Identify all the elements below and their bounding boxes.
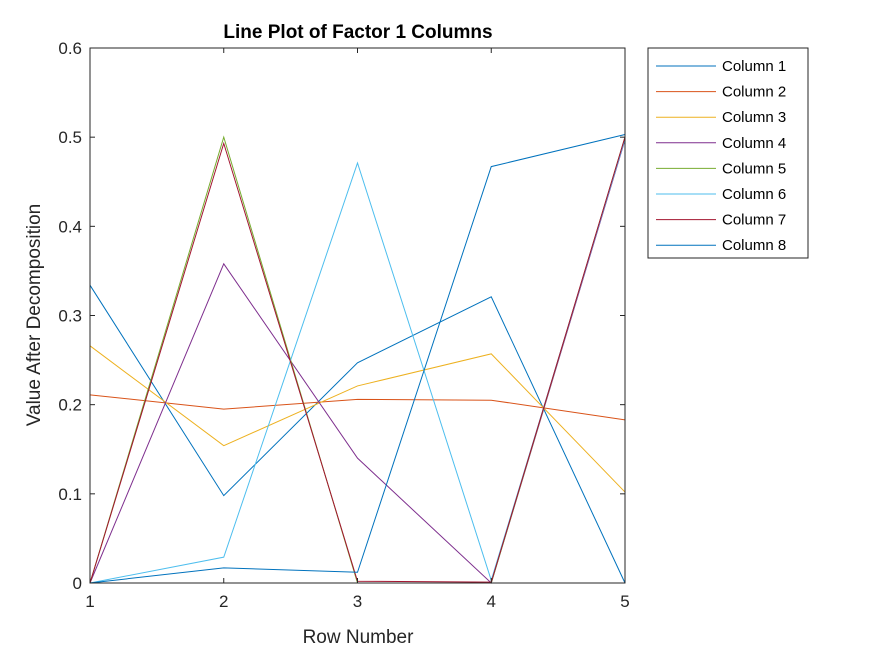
x-tick-label: 5 bbox=[620, 592, 629, 611]
series-line-1 bbox=[89, 284, 626, 584]
series-line-2 bbox=[89, 394, 626, 421]
x-axis-label: Row Number bbox=[303, 627, 415, 648]
y-tick-label: 0.4 bbox=[58, 217, 82, 236]
x-tick-label: 1 bbox=[85, 592, 94, 611]
legend-label-7: Column 7 bbox=[722, 212, 786, 229]
legend-label-3: Column 3 bbox=[722, 109, 786, 126]
y-tick-label: 0.6 bbox=[58, 39, 82, 58]
chart-title: Line Plot of Factor 1 Columns bbox=[223, 22, 492, 43]
x-tick-label: 4 bbox=[487, 592, 496, 611]
x-tick-label: 2 bbox=[219, 592, 228, 611]
y-axis: 0 0.1 0.2 0.3 0.4 0.5 0.6 bbox=[58, 39, 625, 593]
plot-area bbox=[90, 48, 625, 583]
legend-label-4: Column 4 bbox=[722, 135, 786, 152]
x-tick-label: 3 bbox=[353, 592, 362, 611]
y-axis-label: Value After Decomposition bbox=[24, 204, 45, 427]
legend-label-8: Column 8 bbox=[722, 237, 786, 254]
y-tick-label: 0.5 bbox=[58, 128, 82, 147]
series-line-3 bbox=[89, 345, 626, 493]
legend-label-2: Column 2 bbox=[722, 84, 786, 101]
legend-label-6: Column 6 bbox=[722, 186, 786, 203]
legend: Column 1 Column 2 Column 3 Column 4 Column 5… bbox=[647, 47, 809, 259]
series-line-8 bbox=[89, 134, 626, 584]
y-tick-label: 0.2 bbox=[58, 396, 82, 415]
legend-box bbox=[647, 47, 809, 259]
legend-label-5: Column 5 bbox=[722, 160, 786, 177]
legend-label-1: Column 1 bbox=[722, 58, 786, 75]
y-tick-label: 0.1 bbox=[58, 485, 82, 504]
series-layer bbox=[89, 134, 626, 584]
y-tick-label: 0 bbox=[73, 574, 82, 593]
y-tick-label: 0.3 bbox=[58, 307, 82, 326]
x-axis: 1 2 3 4 5 bbox=[85, 48, 630, 611]
